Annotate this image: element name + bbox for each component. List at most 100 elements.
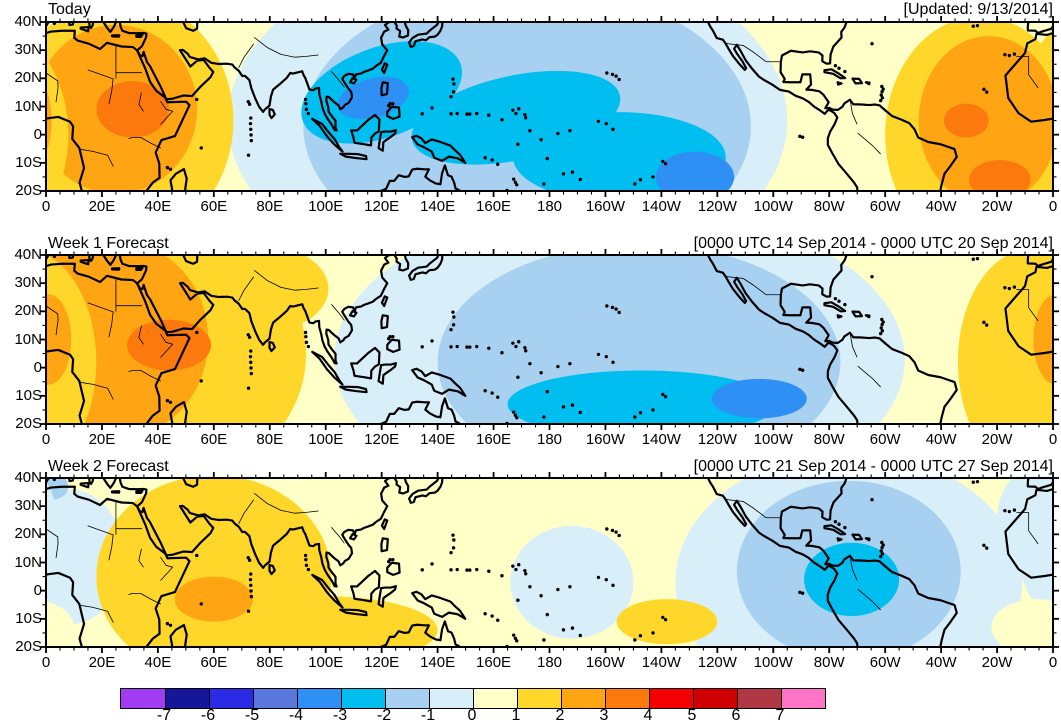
island-dot (451, 77, 455, 81)
island-dot (614, 530, 618, 534)
island-dot (1003, 285, 1007, 290)
island-dot (633, 415, 637, 419)
country-border (1016, 512, 1039, 545)
lon-tick-label: 60W (869, 654, 901, 671)
country-border (849, 555, 858, 581)
coastline (836, 314, 843, 319)
island-dot (985, 546, 989, 550)
lon-tick-label: 140W (641, 431, 681, 448)
island-dot (880, 89, 884, 94)
island-dot (430, 106, 434, 110)
coastline (118, 478, 394, 588)
colorbar-tick-label: -7 (156, 707, 172, 724)
colorbar-tick-label: -5 (244, 707, 260, 724)
coastline (823, 524, 847, 536)
island-dot (391, 557, 395, 562)
island-dot (249, 371, 254, 376)
coastline (348, 76, 358, 85)
island-dot (975, 23, 980, 28)
island-dot (249, 583, 253, 588)
island-dot (614, 74, 618, 78)
map-panel-week2 (40, 472, 1059, 653)
colorbar (120, 688, 826, 709)
island-dot (391, 334, 395, 339)
lon-tick-label: 80W (813, 198, 845, 215)
country-border (238, 276, 254, 302)
panel-today-title: Today (48, 1, 91, 18)
country-border (128, 370, 142, 373)
country-border (238, 499, 254, 525)
panel-today-annotation: [Updated: 9/13/2014] (903, 1, 1053, 18)
lon-tick-label: 120E (364, 431, 400, 448)
lon-tick-label: 80W (813, 654, 845, 671)
island-dot (513, 413, 518, 417)
lon-tick-label: 0 (1048, 431, 1058, 448)
lon-tick-label: 160E (476, 654, 512, 671)
island-dot (199, 379, 203, 383)
island-dot (449, 327, 453, 332)
lat-tick-label: 10S (15, 153, 42, 171)
island-dot (468, 568, 472, 572)
coastline (88, 478, 95, 486)
island-dot (515, 639, 519, 643)
colorbar-segment (737, 689, 781, 708)
country-border (725, 43, 781, 63)
lat-tick-label: 40N (14, 13, 42, 30)
lon-tick-label: 160E (476, 198, 512, 215)
island-dot (303, 330, 308, 335)
lon-tick-label: 120W (697, 198, 737, 215)
lat-tick-label: 20N (14, 69, 42, 87)
colorbar-segment (165, 689, 209, 708)
country-border (138, 325, 144, 345)
coastline (393, 255, 410, 272)
lon-tick-label: 60W (869, 431, 901, 448)
country-border (253, 493, 319, 514)
island-dot (985, 90, 989, 94)
island-dot (523, 345, 527, 350)
coastline (375, 164, 463, 191)
coastline (851, 77, 864, 85)
island-dot (516, 598, 520, 602)
island-dot (881, 543, 885, 547)
island-dot (568, 129, 572, 133)
coastline (67, 255, 75, 260)
island-dot (304, 334, 308, 339)
lon-tick-label: 60E (200, 431, 228, 448)
lon-tick-label: 60E (200, 654, 228, 671)
lon-tick-label: 20W (981, 654, 1013, 671)
country-border (1016, 289, 1039, 322)
lon-tick-label: 0 (41, 431, 51, 448)
island-dot (617, 77, 621, 82)
coastline (386, 105, 401, 120)
island-dot (568, 585, 572, 589)
lon-tick-label: 160W (585, 431, 626, 448)
coastline (836, 81, 843, 86)
island-dot (610, 305, 615, 310)
island-dot (982, 87, 986, 92)
island-dot (517, 340, 521, 344)
country-border (128, 137, 142, 140)
country-border (138, 92, 144, 112)
island-dot (455, 567, 459, 572)
island-dot (880, 84, 884, 89)
panel-week1-title: Week 1 Forecast (48, 235, 169, 252)
lat-tick-label: 0 (33, 581, 42, 599)
island-dot (570, 626, 575, 630)
island-dot (542, 638, 546, 642)
island-dot (465, 568, 469, 572)
lat-tick-label: 10N (14, 330, 42, 348)
island-dot (663, 394, 668, 399)
island-dot (195, 553, 199, 558)
island-dot (452, 538, 456, 542)
coastline (393, 22, 410, 39)
island-dot (545, 612, 549, 617)
lat-tick-label: 10S (15, 386, 42, 404)
coastline (375, 620, 463, 647)
island-dot (975, 256, 980, 261)
lon-tick-label: 0 (1048, 198, 1058, 215)
island-dot (449, 94, 453, 99)
coastline (102, 478, 118, 489)
island-dot (661, 392, 665, 397)
coastline (135, 266, 144, 272)
